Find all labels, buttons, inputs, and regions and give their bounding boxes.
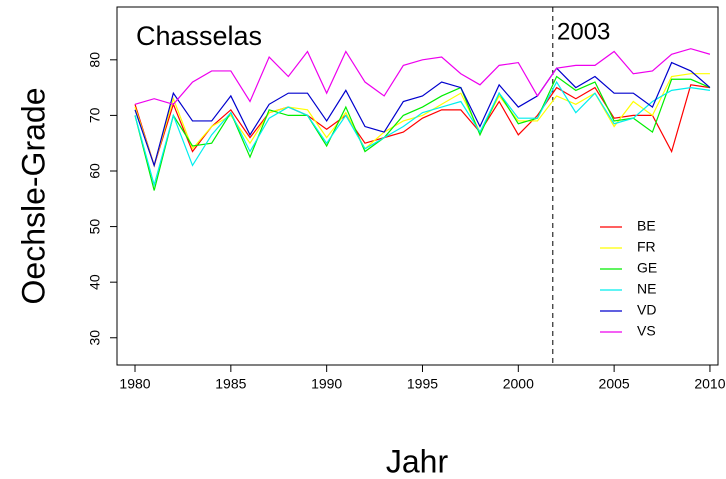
x-tick-label: 1990 xyxy=(311,376,342,392)
series-line xyxy=(134,48,711,105)
x-axis-title: Jahr xyxy=(386,443,449,479)
legend-label: BE xyxy=(637,218,656,234)
x-tick-label: 2000 xyxy=(503,376,534,392)
series-line xyxy=(134,84,711,168)
series-line xyxy=(134,73,710,168)
y-tick-label: 30 xyxy=(87,330,103,346)
series-line xyxy=(134,61,711,168)
legend-label: GE xyxy=(637,260,657,276)
legend-label: VD xyxy=(637,302,656,318)
chart-title: Chasselas xyxy=(136,21,262,51)
y-tick-label: 50 xyxy=(87,219,103,235)
legend-label: NE xyxy=(637,281,656,297)
annotation: 2003 xyxy=(557,18,610,45)
plot-frame xyxy=(116,6,719,366)
x-tick-label: 2010 xyxy=(694,376,725,392)
series-line xyxy=(134,80,711,188)
x-tick-label: 1995 xyxy=(407,376,438,392)
x-tick-label: 2005 xyxy=(599,376,630,392)
y-tick-label: 40 xyxy=(87,274,103,290)
y-tick-label: 70 xyxy=(87,107,103,123)
y-tick-label: 60 xyxy=(87,163,103,179)
y-tick-label: 80 xyxy=(87,52,103,68)
legend-label: VS xyxy=(637,323,656,339)
legend-label: FR xyxy=(637,239,656,255)
x-tick-label: 1980 xyxy=(119,376,150,392)
y-axis-title: Oechsle-Grade xyxy=(15,88,51,305)
x-tick-label: 1985 xyxy=(215,376,246,392)
